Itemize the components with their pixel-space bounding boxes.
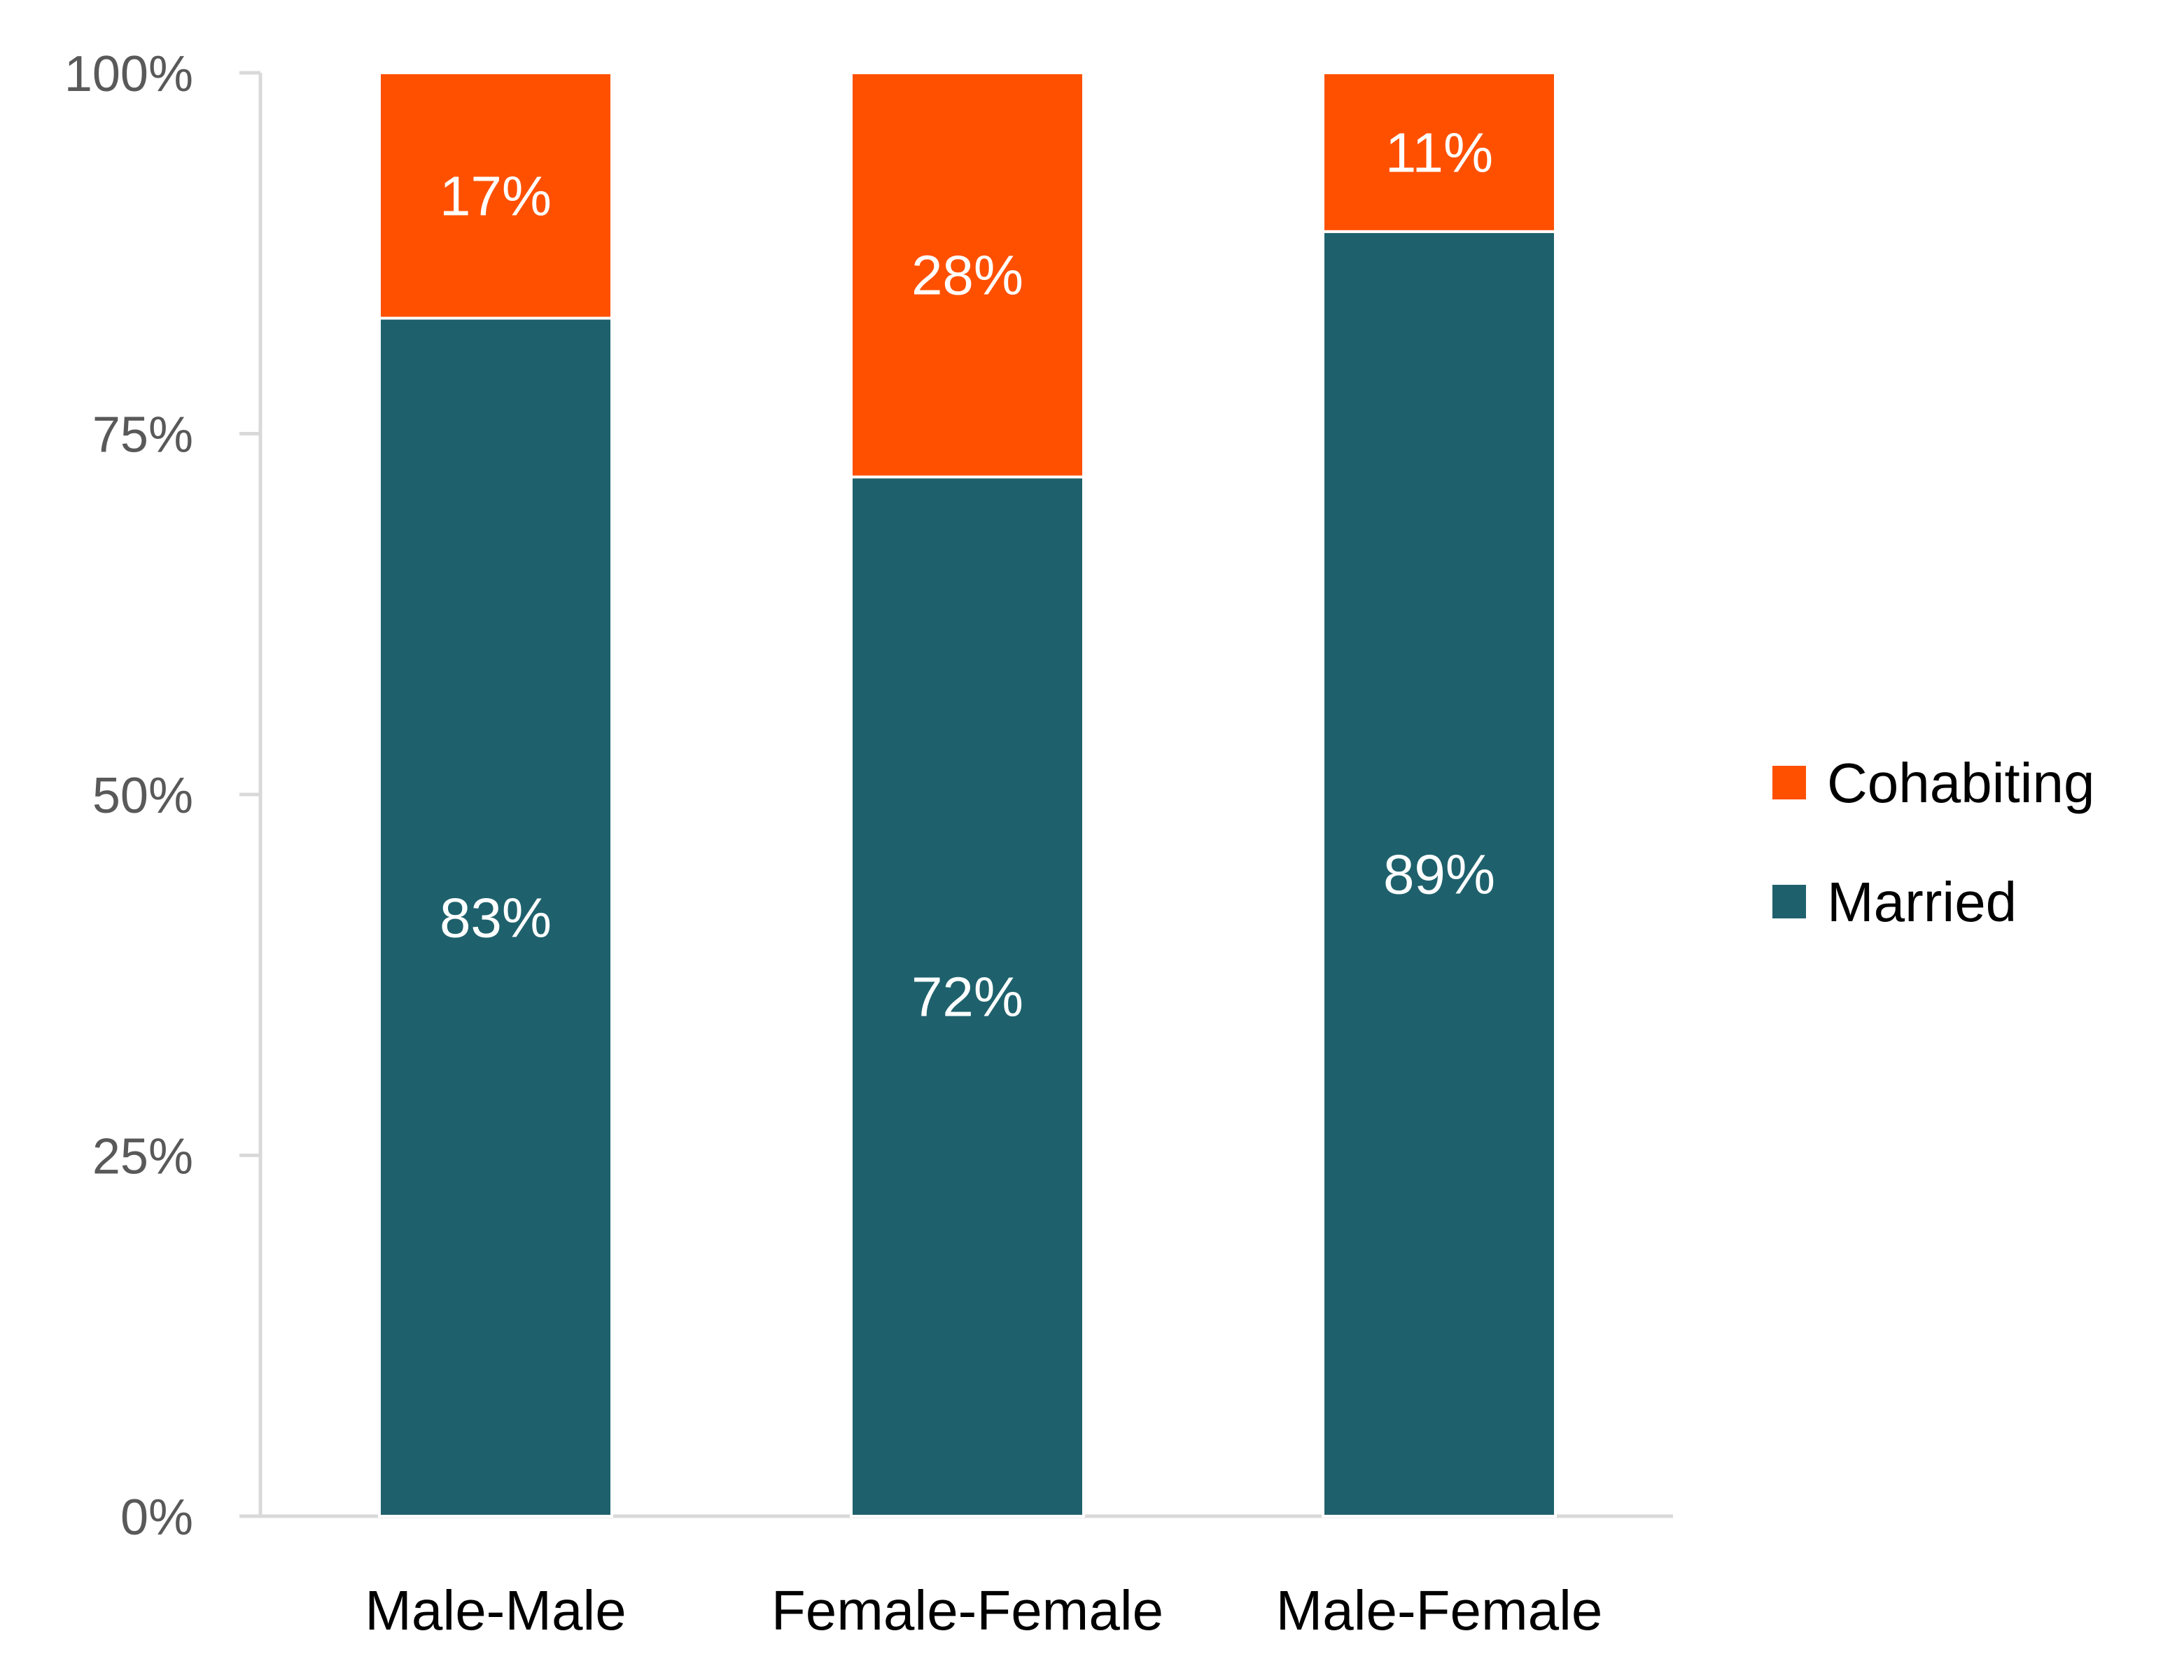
legend-swatch-married — [1772, 885, 1806, 918]
data-label: 11% — [1385, 121, 1493, 183]
data-labels: 83% 17% 72% 28% 89% 11% — [440, 121, 1495, 1028]
legend-label-cohabiting: Cohabiting — [1827, 752, 2095, 814]
bar-segment-married — [378, 316, 613, 1518]
data-label: 72% — [911, 966, 1023, 1028]
y-tick-label: 75% — [92, 407, 193, 463]
x-axis-labels: Male-Male Female-Female Male-Female — [365, 1579, 1602, 1642]
bar-segment-cohabiting — [850, 71, 1085, 479]
legend-label-married: Married — [1827, 871, 2017, 933]
data-label: 28% — [911, 244, 1023, 307]
data-label: 89% — [1383, 843, 1495, 905]
x-tick-label: Male-Male — [365, 1579, 626, 1642]
legend: Cohabiting Married — [1772, 752, 2095, 933]
y-tick-label: 0% — [120, 1490, 193, 1546]
data-label: 17% — [440, 164, 552, 227]
bar-segment-married — [1322, 230, 1557, 1518]
bars — [378, 71, 1557, 1518]
y-tick-label: 25% — [92, 1129, 193, 1185]
bar-segment-cohabiting — [1322, 71, 1557, 233]
legend-swatch-cohabiting — [1772, 766, 1806, 799]
bar-segment-married — [850, 475, 1085, 1518]
y-tick-label: 100% — [64, 46, 193, 102]
y-tick-label: 50% — [92, 768, 193, 824]
x-tick-label: Female-Female — [771, 1579, 1163, 1642]
x-tick-label: Male-Female — [1276, 1579, 1603, 1642]
bar-segment-cohabiting — [378, 71, 613, 320]
data-label: 83% — [440, 886, 552, 948]
